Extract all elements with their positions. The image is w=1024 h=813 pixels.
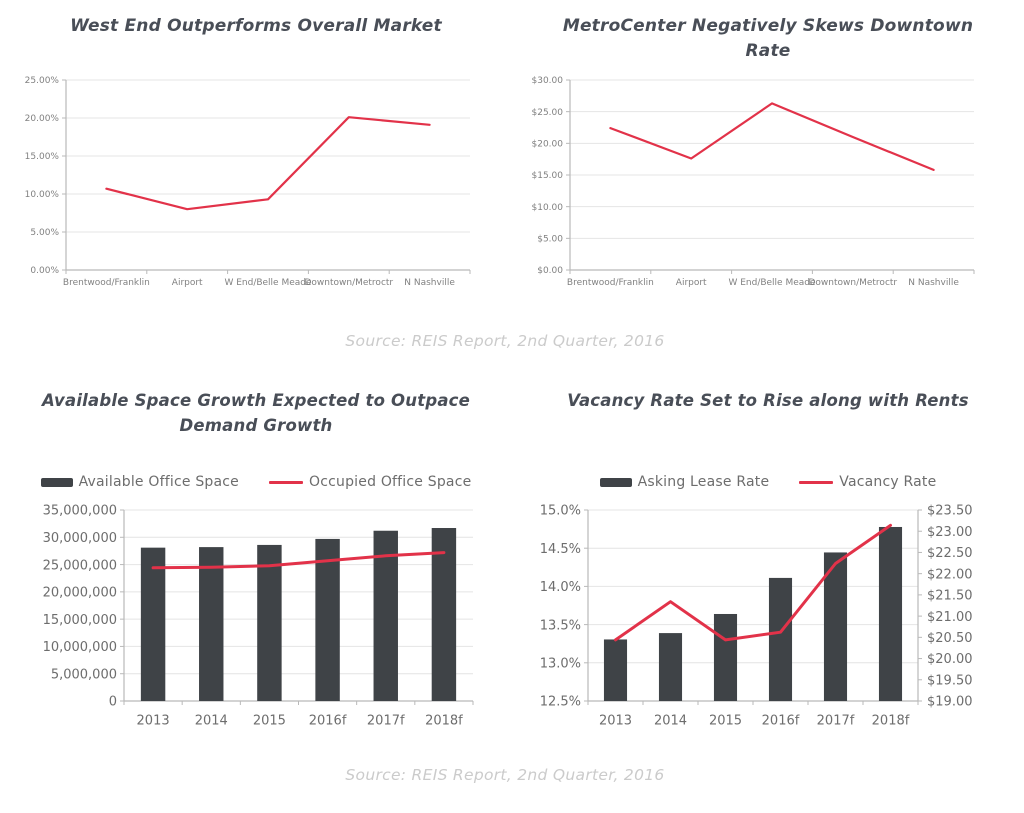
svg-text:$15.00: $15.00 <box>532 171 564 181</box>
svg-text:$21.50: $21.50 <box>927 589 973 604</box>
svg-text:$21.00: $21.00 <box>927 610 973 625</box>
svg-text:13.5%: 13.5% <box>540 618 581 633</box>
svg-text:35,000,000: 35,000,000 <box>43 504 117 519</box>
svg-text:12.5%: 12.5% <box>540 695 581 710</box>
svg-text:2016f: 2016f <box>762 714 800 729</box>
legend-item-occupied-office-space: Occupied Office Space <box>269 474 471 490</box>
svg-text:2016f: 2016f <box>309 714 347 729</box>
legend-item-asking-lease-rate: Asking Lease Rate <box>599 474 770 490</box>
svg-text:N Nashville: N Nashville <box>404 278 455 288</box>
chart-section-available-space: Available Space Growth Expected to Outpa… <box>0 388 512 750</box>
svg-text:2018f: 2018f <box>872 714 910 729</box>
svg-text:0.00%: 0.00% <box>30 266 59 276</box>
svg-text:2014: 2014 <box>195 714 228 729</box>
svg-text:10.00%: 10.00% <box>25 190 60 200</box>
svg-text:$23.00: $23.00 <box>927 525 973 540</box>
svg-text:2015: 2015 <box>253 714 286 729</box>
legend-label: Asking Lease Rate <box>637 474 770 490</box>
legend-label: Occupied Office Space <box>309 474 472 490</box>
line-swatch-icon <box>269 480 303 484</box>
svg-text:$19.50: $19.50 <box>927 673 973 688</box>
bar-swatch-icon <box>599 477 632 487</box>
svg-text:W End/Belle Meade: W End/Belle Meade <box>224 278 312 288</box>
legend-label: Available Office Space <box>78 474 239 490</box>
chart-title-available-space: Available Space Growth Expected to Outpa… <box>41 391 471 435</box>
svg-text:$0.00: $0.00 <box>537 266 563 276</box>
svg-text:14.0%: 14.0% <box>540 580 581 595</box>
line-swatch-icon <box>799 480 834 484</box>
metrocenter-line-chart: $0.00 $5.00 $10.00 $15.00 $20.00 $25.00 $30.00… <box>532 76 975 288</box>
svg-text:N Nashville: N Nashville <box>908 278 959 288</box>
svg-text:$22.00: $22.00 <box>927 567 973 582</box>
svg-text:$20.00: $20.00 <box>532 140 564 150</box>
legend-label: Vacancy Rate <box>839 474 937 490</box>
svg-text:5.00%: 5.00% <box>30 228 59 238</box>
svg-text:$22.50: $22.50 <box>927 546 973 561</box>
svg-text:5,000,000: 5,000,000 <box>51 667 117 682</box>
svg-text:15,000,000: 15,000,000 <box>43 613 117 628</box>
svg-text:15.0%: 15.0% <box>540 504 581 519</box>
svg-text:30,000,000: 30,000,000 <box>43 531 117 546</box>
svg-text:25.00%: 25.00% <box>25 76 60 86</box>
legend-item-available-office-space: Available Office Space <box>40 474 239 490</box>
legend: Available Office Space Occupied Office S… <box>40 472 472 492</box>
svg-text:2018f: 2018f <box>425 714 463 729</box>
svg-text:13.0%: 13.0% <box>540 656 581 671</box>
svg-text:2013: 2013 <box>599 714 632 729</box>
svg-text:$19.00: $19.00 <box>927 695 973 710</box>
svg-text:0: 0 <box>109 695 117 710</box>
legend-item-vacancy-rate: Vacancy Rate <box>799 474 936 490</box>
source-caption: Source: REIS Report, 2nd Quarter, 2016 <box>345 332 665 350</box>
chart-section-vacancy-rate: Vacancy Rate Set to Rise along with Rent… <box>512 388 1024 750</box>
bar-swatch-icon <box>40 477 73 487</box>
svg-text:Brentwood/Franklin: Brentwood/Franklin <box>63 278 150 288</box>
vacancy-rate-bar-chart: 12.5% 13.0% 13.5% 14.0% 14.5% 15.0% $19.00 $19.… <box>540 504 973 729</box>
svg-text:25,000,000: 25,000,000 <box>43 558 117 573</box>
svg-text:$23.50: $23.50 <box>927 504 973 519</box>
svg-text:2017f: 2017f <box>817 714 855 729</box>
source-caption: Source: REIS Report, 2nd Quarter, 2016 <box>345 766 665 784</box>
svg-text:Downtown/Metroctr: Downtown/Metroctr <box>304 278 393 288</box>
svg-text:2013: 2013 <box>137 714 170 729</box>
chart-title-metrocenter: MetroCenter Negatively Skews Downtown Ra… <box>562 16 974 61</box>
svg-text:W End/Belle Meade: W End/Belle Meade <box>728 278 816 288</box>
chart-section-metrocenter: MetroCenter Negatively Skews Downtown Ra… <box>512 14 1024 298</box>
svg-text:Airport: Airport <box>172 278 203 288</box>
legend: Asking Lease Rate Vacancy Rate <box>599 472 937 492</box>
svg-text:$20.50: $20.50 <box>927 631 973 646</box>
svg-text:$5.00: $5.00 <box>537 235 563 245</box>
svg-text:14.5%: 14.5% <box>540 542 581 557</box>
chart-title-vacancy-rate: Vacancy Rate Set to Rise along with Rent… <box>567 391 969 410</box>
svg-text:15.00%: 15.00% <box>25 152 60 162</box>
west-end-line-chart: 0.00% 5.00% 10.00% 15.00% 20.00% 25.00% Brentw… <box>25 76 471 288</box>
svg-text:$10.00: $10.00 <box>532 203 564 213</box>
chart-title-west-end: West End Outperforms Overall Market <box>70 16 442 36</box>
chart-section-west-end: West End Outperforms Overall Market 0.00… <box>0 14 512 298</box>
svg-text:$30.00: $30.00 <box>532 76 564 86</box>
svg-text:2017f: 2017f <box>367 714 405 729</box>
svg-text:$20.00: $20.00 <box>927 652 973 667</box>
svg-text:20.00%: 20.00% <box>25 114 60 124</box>
svg-text:20,000,000: 20,000,000 <box>43 586 117 601</box>
svg-text:Airport: Airport <box>676 278 707 288</box>
svg-text:2014: 2014 <box>654 714 687 729</box>
svg-text:10,000,000: 10,000,000 <box>43 640 117 655</box>
svg-text:2015: 2015 <box>709 714 742 729</box>
available-space-bar-chart: 0 5,000,000 10,000,000 15,000,000 20,000,000… <box>43 504 474 729</box>
svg-text:Brentwood/Franklin: Brentwood/Franklin <box>567 278 654 288</box>
svg-text:Downtown/Metroctr: Downtown/Metroctr <box>808 278 897 288</box>
svg-text:$25.00: $25.00 <box>532 108 564 118</box>
